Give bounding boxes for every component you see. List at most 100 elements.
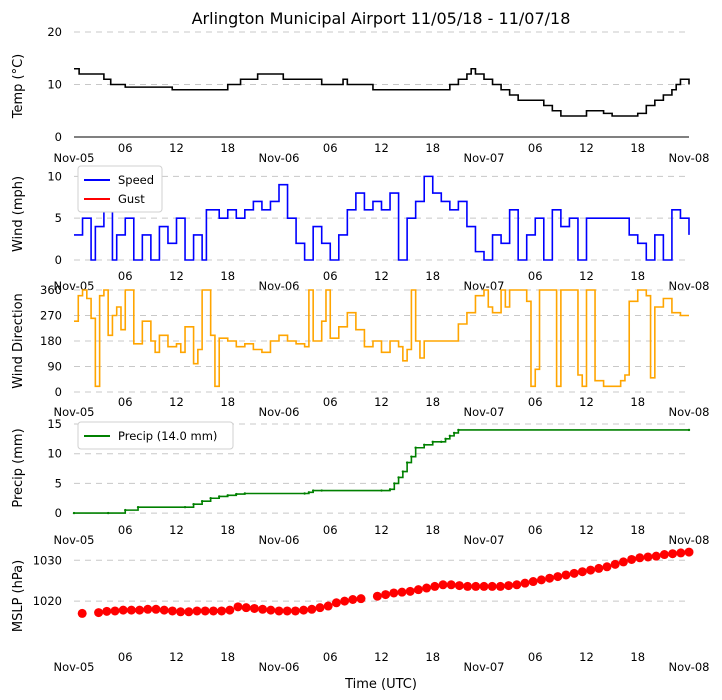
precip-panel: 0 5 10 15 Nov-05 06 12 18 Nov-06 06 12 18 Nov-07 06 12… <box>47 417 709 547</box>
mslp-point <box>241 603 251 613</box>
mslp-point <box>126 605 136 615</box>
direction-ytick-label: 360 <box>40 283 62 297</box>
mslp-point <box>602 562 612 572</box>
mslp-point <box>372 591 382 601</box>
mslp-point <box>323 601 333 611</box>
wind-xtick-label: 12 <box>579 269 594 283</box>
precip-ylabel: Precip (mm) <box>11 428 26 507</box>
direction-ytick-label: 90 <box>47 360 62 374</box>
precip-xtick-label: 18 <box>630 523 645 537</box>
precip-xtick-label: Nov-06 <box>259 533 300 547</box>
precip-point <box>687 428 691 432</box>
mslp-xtick-label: 12 <box>374 650 389 664</box>
wind-xtick-label: Nov-06 <box>259 279 300 293</box>
mslp-point <box>348 594 358 604</box>
precip-series-line <box>74 429 689 514</box>
mslp-point <box>102 606 112 616</box>
mslp-point <box>520 578 530 588</box>
precip-legend-label: Precip (14.0 mm) <box>118 429 217 443</box>
precip-point <box>72 511 76 515</box>
precip-xtick-label: 06 <box>528 523 543 537</box>
temp-ytick-label: 0 <box>55 130 62 144</box>
mslp-point <box>225 605 235 615</box>
direction-xtick-label: Nov-06 <box>259 405 300 419</box>
mslp-point <box>118 605 128 615</box>
mslp-point <box>463 581 473 591</box>
temp-series-line <box>74 67 690 117</box>
mslp-ytick-label: 1030 <box>33 553 62 567</box>
mslp-ylabel: MSLP (hPa) <box>11 560 26 632</box>
temp-xtick-label: 12 <box>169 141 184 155</box>
mslp-point <box>594 563 604 573</box>
direction-panel: 0 90 180 270 360 Nov-05 06 12 18 Nov-06 06 12 18 Nov-… <box>40 283 709 419</box>
mslp-point <box>151 604 161 614</box>
mslp-point <box>422 583 432 593</box>
wind-ytick-label: 5 <box>55 211 62 225</box>
mslp-point <box>167 606 177 616</box>
mslp-point <box>356 594 366 604</box>
temp-xtick-label: 18 <box>220 141 235 155</box>
mslp-point <box>454 581 464 591</box>
temp-xtick-label: 06 <box>323 141 338 155</box>
precip-xtick-label: Nov-05 <box>54 533 95 547</box>
mslp-point <box>413 585 423 595</box>
precip-point <box>380 489 383 492</box>
precip-xtick-label: 12 <box>579 523 594 537</box>
wind-legend-box <box>77 165 163 213</box>
mslp-xtick-label: Nov-06 <box>259 660 300 674</box>
mslp-xtick-label: Nov-05 <box>54 660 95 674</box>
mslp-point <box>208 606 218 616</box>
mslp-point <box>290 606 300 616</box>
precip-ytick-label: 10 <box>47 447 62 461</box>
precip-point <box>218 495 221 498</box>
precip-point <box>320 489 323 492</box>
mslp-point <box>282 606 292 616</box>
temp-ylabel: Temp (°C) <box>11 54 26 120</box>
temp-panel: 0 10 20 Nov-05 06 12 18 Nov-06 06 12 18 Nov-07 06 12 1… <box>47 25 709 165</box>
precip-point <box>393 482 396 485</box>
precip-point <box>106 511 110 515</box>
mslp-point <box>307 604 317 614</box>
precip-ytick-label: 5 <box>55 476 62 490</box>
direction-xtick-label: Nov-05 <box>54 405 95 419</box>
mslp-point <box>536 575 546 585</box>
precip-point <box>410 455 413 458</box>
mslp-point <box>192 606 202 616</box>
temp-ytick-label: 20 <box>47 25 62 39</box>
wind-xtick-label: 06 <box>528 269 543 283</box>
mslp-point <box>110 606 120 616</box>
temp-xtick-label: 12 <box>374 141 389 155</box>
wind-ylabel: Wind (mph) <box>11 176 26 252</box>
temp-xtick-label: Nov-08 <box>669 151 710 165</box>
precip-xtick-label: 06 <box>118 523 133 537</box>
precip-ytick-label: 0 <box>55 506 62 520</box>
mslp-point <box>381 590 391 600</box>
mslp-point <box>331 598 341 608</box>
mslp-point <box>545 573 555 583</box>
mslp-point <box>159 605 169 615</box>
temp-xtick-label: Nov-07 <box>464 151 505 165</box>
wind-legend: Speed Gust <box>77 165 163 213</box>
direction-xtick-label: 12 <box>579 395 594 409</box>
mslp-point <box>274 606 284 616</box>
mslp-point <box>668 549 678 559</box>
precip-point <box>397 476 400 479</box>
mslp-xtick-label: Nov-08 <box>669 660 710 674</box>
precip-point <box>136 505 140 509</box>
mslp-point <box>635 553 645 563</box>
mslp-xtick-label: 06 <box>528 650 543 664</box>
precip-point <box>431 440 434 444</box>
direction-xtick-label: 18 <box>425 395 440 409</box>
mslp-point <box>553 572 563 582</box>
precip-point <box>183 505 187 509</box>
mslp-point <box>586 565 596 575</box>
precip-point <box>200 500 204 503</box>
direction-ylabel: Wind Direction <box>11 293 26 389</box>
precip-xtick-label: 18 <box>425 523 440 537</box>
mslp-point <box>487 581 497 591</box>
temp-xtick-label: 18 <box>630 141 645 155</box>
precip-xtick-label: 12 <box>169 523 184 537</box>
mslp-point <box>479 581 489 591</box>
direction-xtick-label: Nov-07 <box>464 405 505 419</box>
